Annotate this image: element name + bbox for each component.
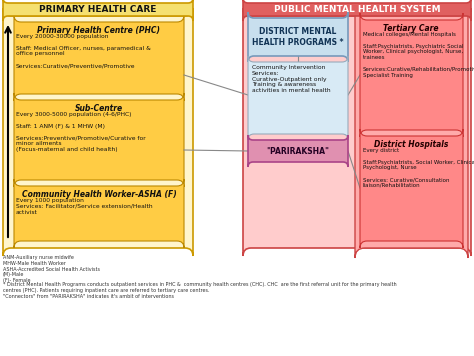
FancyBboxPatch shape [14, 15, 184, 101]
FancyBboxPatch shape [248, 135, 348, 167]
Text: "PARIRAKSHA": "PARIRAKSHA" [266, 147, 329, 156]
FancyBboxPatch shape [243, 0, 471, 21]
Text: Every 20000-30000 population

Staff: Medical Officer, nurses, paramedical &
offi: Every 20000-30000 population Staff: Medi… [16, 34, 151, 68]
Text: PUBLIC MENTAL HEALTH SYSTEM: PUBLIC MENTAL HEALTH SYSTEM [273, 5, 440, 14]
Text: Primary Health Centre (PHC): Primary Health Centre (PHC) [37, 26, 161, 35]
Text: Sub-Centre: Sub-Centre [75, 104, 123, 113]
FancyBboxPatch shape [3, 8, 193, 256]
FancyBboxPatch shape [360, 129, 463, 248]
FancyBboxPatch shape [248, 12, 348, 62]
Text: * District Mental Health Programs conducts outpatient services in PHC &  communi: * District Mental Health Programs conduc… [3, 282, 397, 299]
FancyBboxPatch shape [248, 56, 348, 140]
Text: ANM-Auxiliary nurse midwife
MHW-Male Health Worker
ASHA-Accredited Social Health: ANM-Auxiliary nurse midwife MHW-Male Hea… [3, 255, 100, 283]
FancyBboxPatch shape [14, 179, 184, 248]
Text: Community Health Worker-ASHA (F): Community Health Worker-ASHA (F) [22, 190, 176, 199]
Text: PRIMARY HEALTH CARE: PRIMARY HEALTH CARE [39, 5, 157, 14]
Text: Every 3000-5000 population (4-6/PHC)

Staff: 1 ANM (F) & 1 MHW (M)

Services:Pre: Every 3000-5000 population (4-6/PHC) Sta… [16, 112, 146, 152]
Text: Medical colleges/Mental Hospitals

Staff:Psychiatrists, Psychiatric Social
Worke: Medical colleges/Mental Hospitals Staff:… [363, 32, 474, 78]
Text: Community Intervention
Services:
Curative-Outpatient only
Training & awareness
a: Community Intervention Services: Curativ… [252, 65, 331, 93]
FancyBboxPatch shape [3, 0, 193, 21]
Text: District Hospitals: District Hospitals [374, 140, 448, 149]
Text: Tertiary Care: Tertiary Care [383, 24, 439, 33]
Text: Every district

Staff:Psychiatrists, Social Worker, Clinical
Psychologist, Nurse: Every district Staff:Psychiatrists, Soci… [363, 148, 474, 188]
Text: Every 1000 population
Services: Facilitator/Service extension/Health
activist: Every 1000 population Services: Facilita… [16, 198, 153, 215]
FancyBboxPatch shape [14, 93, 184, 187]
FancyBboxPatch shape [360, 13, 463, 137]
FancyBboxPatch shape [243, 8, 471, 256]
Text: DISTRICT MENTAL
HEALTH PROGRAMS *: DISTRICT MENTAL HEALTH PROGRAMS * [252, 27, 344, 47]
FancyBboxPatch shape [355, 6, 468, 258]
